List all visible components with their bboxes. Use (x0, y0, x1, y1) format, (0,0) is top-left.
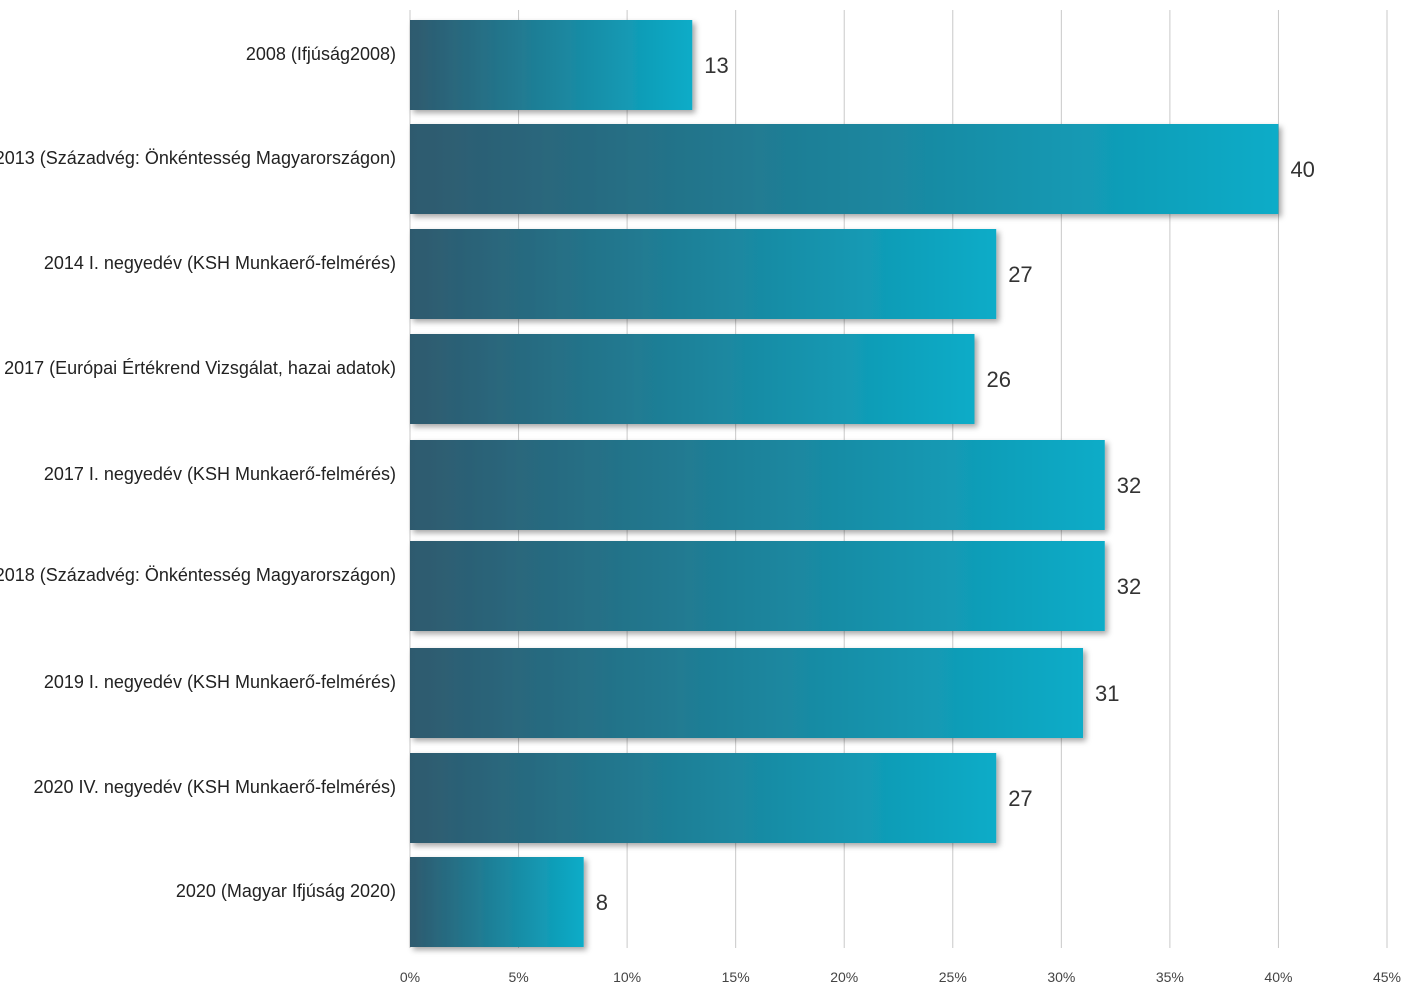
x-tick-label: 35% (1156, 969, 1184, 985)
data-label: 27 (1008, 786, 1032, 811)
data-label: 32 (1117, 473, 1141, 498)
category-label: 2017 I. negyedév (KSH Munkaerő-felmérés) (44, 464, 396, 484)
x-tick-label: 40% (1264, 969, 1292, 985)
bar (410, 857, 584, 947)
x-tick-label: 0% (400, 969, 420, 985)
bar (410, 541, 1105, 631)
data-label: 31 (1095, 681, 1119, 706)
x-tick-label: 25% (939, 969, 967, 985)
bars (410, 20, 1279, 947)
x-axis-ticks: 0% 5% 10% 15% 20% 25% 30% 35% 40% 45% (400, 969, 1401, 985)
bar (410, 124, 1279, 214)
data-label: 26 (986, 367, 1010, 392)
x-tick-label: 45% (1373, 969, 1401, 985)
bar (410, 334, 975, 424)
category-label: 2014 I. negyedév (KSH Munkaerő-felmérés) (44, 253, 396, 273)
data-label: 8 (596, 890, 608, 915)
bar (410, 648, 1084, 738)
data-label: 32 (1117, 574, 1141, 599)
category-label: 2013 (Századvég: Önkéntesség Magyarorszá… (0, 148, 396, 168)
x-tick-label: 5% (508, 969, 528, 985)
labels: 2008 (Ifjúság2008) 13 2013 (Századvég: Önk… (0, 44, 1315, 915)
data-label: 13 (704, 53, 728, 78)
x-tick-label: 20% (830, 969, 858, 985)
category-label: 2017 (Európai Értékrend Vizsgálat, hazai… (4, 358, 396, 378)
bar (410, 440, 1105, 530)
category-label: 2020 (Magyar Ifjúság 2020) (176, 881, 396, 901)
category-label: 2019 I. negyedév (KSH Munkaerő-felmérés) (44, 672, 396, 692)
data-label: 27 (1008, 262, 1032, 287)
x-tick-label: 30% (1047, 969, 1075, 985)
x-tick-label: 15% (722, 969, 750, 985)
category-label: 2008 (Ifjúság2008) (246, 44, 396, 64)
x-tick-label: 10% (613, 969, 641, 985)
bar (410, 20, 693, 110)
category-label: 2020 IV. negyedév (KSH Munkaerő-felmérés… (33, 777, 396, 797)
bar (410, 229, 997, 319)
data-label: 40 (1290, 157, 1314, 182)
category-label: 2018 (Századvég: Önkéntesség Magyarorszá… (0, 565, 396, 585)
bar (410, 753, 997, 843)
